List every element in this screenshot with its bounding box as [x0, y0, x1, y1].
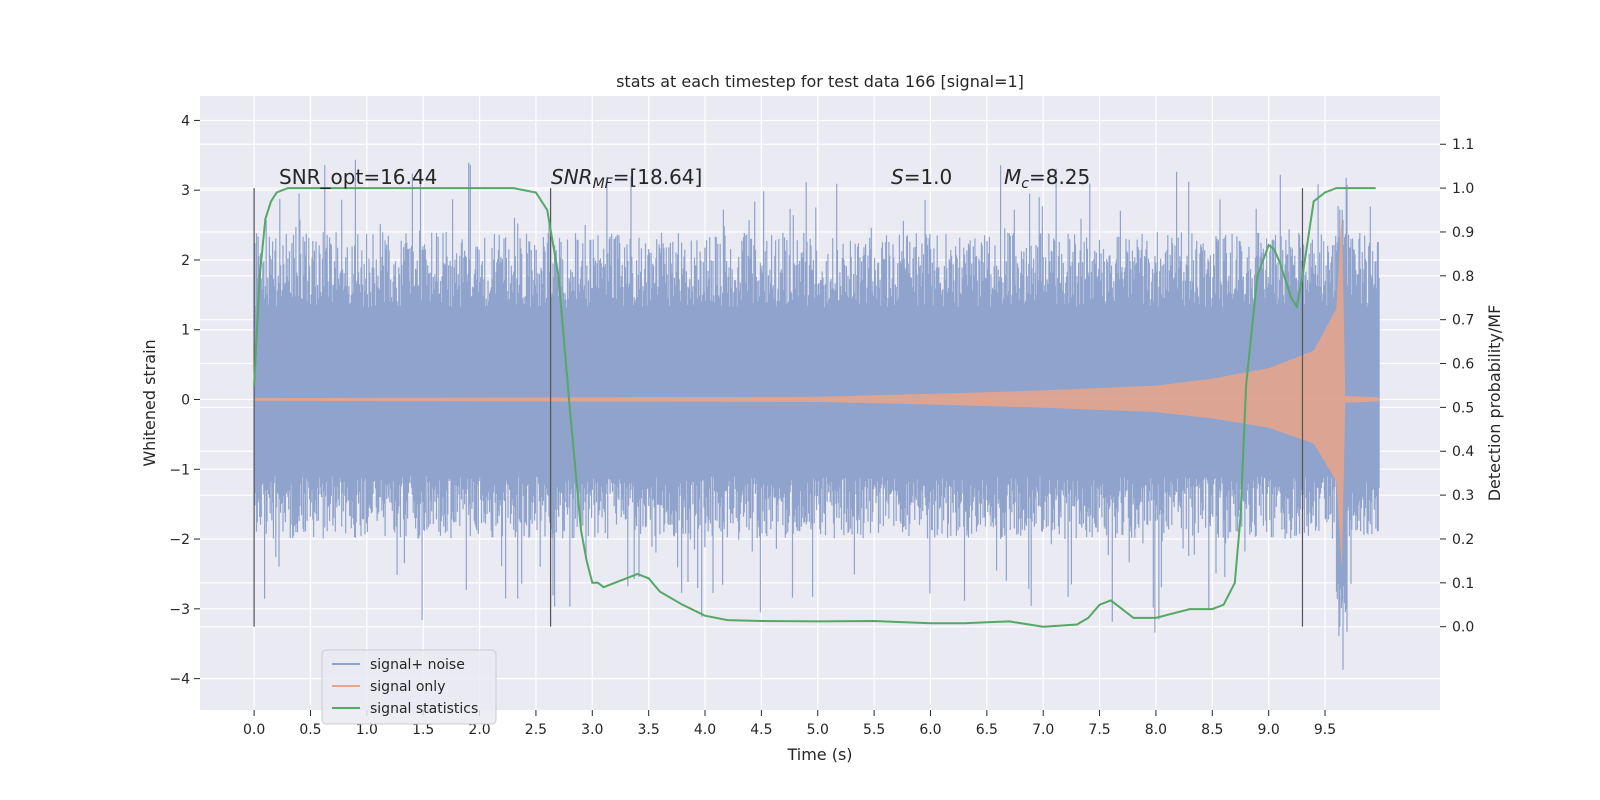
x-tick-label: 5.5 — [863, 722, 885, 738]
x-tick-label: 1.5 — [412, 722, 434, 738]
signal-series-layer — [254, 211, 1380, 570]
y-right-tick-label: 0.0 — [1452, 620, 1474, 636]
y-right-tick-label: 0.4 — [1452, 444, 1474, 460]
x-tick-labels: 0.0 0.5 1.0 1.5 2.0 2.5 3.0 3.5 4.0 4.5 5.0 5.5 6.0 6… — [243, 710, 1336, 738]
y-tick-label: 3 — [181, 183, 190, 199]
x-tick-label: 1.0 — [356, 722, 378, 738]
annotation-snr-mf-sub: MF — [593, 176, 614, 192]
y-tick-label: 0 — [181, 393, 190, 409]
annotation-snr-mf-value: =[18.64] — [613, 165, 703, 189]
x-tick-label: 9.0 — [1258, 722, 1280, 738]
legend-label-signal-only: signal only — [370, 679, 445, 695]
x-tick-label: 3.5 — [638, 722, 660, 738]
vertical-markers — [253, 188, 1304, 627]
x-tick-label: 0.0 — [243, 722, 265, 738]
annotation-snr-mf: SNRMF=[18.64] — [551, 165, 702, 192]
y-tick-label: −2 — [169, 532, 190, 548]
x-tick-label: 7.5 — [1088, 722, 1110, 738]
x-tick-label: 4.5 — [750, 722, 772, 738]
y-right-tick-label: 0.8 — [1452, 269, 1474, 285]
statistics-series-layer — [253, 187, 1376, 628]
legend-label-signal-statistics: signal statistics — [370, 701, 478, 717]
annotation-mc-value: =8.25 — [1029, 165, 1090, 189]
x-tick-label: 2.5 — [525, 722, 547, 738]
x-tick-label: 4.0 — [694, 722, 716, 738]
x-tick-label: 6.0 — [919, 722, 941, 738]
y-right-tick-label: 0.2 — [1452, 532, 1474, 548]
x-tick-label: 8.0 — [1145, 722, 1167, 738]
y-tick-label: 4 — [181, 113, 190, 129]
y-tick-label: −4 — [169, 672, 190, 688]
y-right-tick-label: 0.5 — [1452, 400, 1474, 416]
annotation-s: S=1.0 — [891, 165, 952, 189]
annotation-mc-sub: c — [1021, 176, 1029, 192]
x-tick-label: 8.5 — [1201, 722, 1223, 738]
legend: signal+ noise signal only signal statist… — [321, 649, 497, 725]
y-axis-label: Whitened strain — [140, 339, 159, 466]
y-right-tick-label: 0.1 — [1452, 576, 1474, 592]
x-tick-label: 3.0 — [581, 722, 603, 738]
y-tick-label: 1 — [181, 323, 190, 339]
y-right-tick-label: 1.1 — [1452, 137, 1474, 153]
x-tick-label: 6.5 — [976, 722, 998, 738]
y-right-tick-label: 0.7 — [1452, 313, 1474, 329]
y-right-tick-label: 0.9 — [1452, 225, 1474, 241]
annotation-mc-prefix: M — [1004, 165, 1021, 189]
x-tick-label: 5.0 — [807, 722, 829, 738]
y-tick-label: −1 — [169, 462, 190, 478]
y-right-axis-label: Detection probability/MF — [1485, 305, 1504, 502]
left-tick-labels: 4 3 2 1 0 −1 −2 −3 −4 — [169, 113, 200, 688]
y-tick-label: −3 — [169, 602, 190, 618]
series-signal-statistics — [253, 187, 1376, 628]
annotation-s-value: =1.0 — [904, 165, 953, 189]
legend-box — [321, 649, 497, 725]
annotation-mc: Mc=8.25 — [1004, 165, 1090, 192]
y-right-tick-label: 0.6 — [1452, 357, 1474, 373]
annotation-snr-mf-prefix: SNR — [551, 165, 593, 189]
y-right-tick-label: 1.0 — [1452, 181, 1474, 197]
legend-label-signal-noise: signal+ noise — [370, 657, 465, 673]
x-tick-label: 7.0 — [1032, 722, 1054, 738]
x-tick-label: 0.5 — [299, 722, 321, 738]
right-tick-labels: 1.1 1.0 0.9 0.8 0.7 0.6 0.5 0.4 0.3 0.2 0.1 0.0 — [1440, 137, 1474, 636]
x-tick-label: 9.5 — [1314, 722, 1336, 738]
y-right-tick-label: 0.3 — [1452, 488, 1474, 504]
x-tick-label: 2.0 — [468, 722, 490, 738]
x-axis-label: Time (s) — [786, 745, 852, 764]
chart-title: stats at each timestep for test data 166… — [616, 72, 1024, 91]
y-tick-label: 2 — [181, 253, 190, 269]
annotation-snr-opt: SNR_opt=16.44 — [279, 165, 437, 189]
series-signal-only — [254, 211, 1380, 570]
annotation-s-prefix: S — [891, 165, 904, 189]
